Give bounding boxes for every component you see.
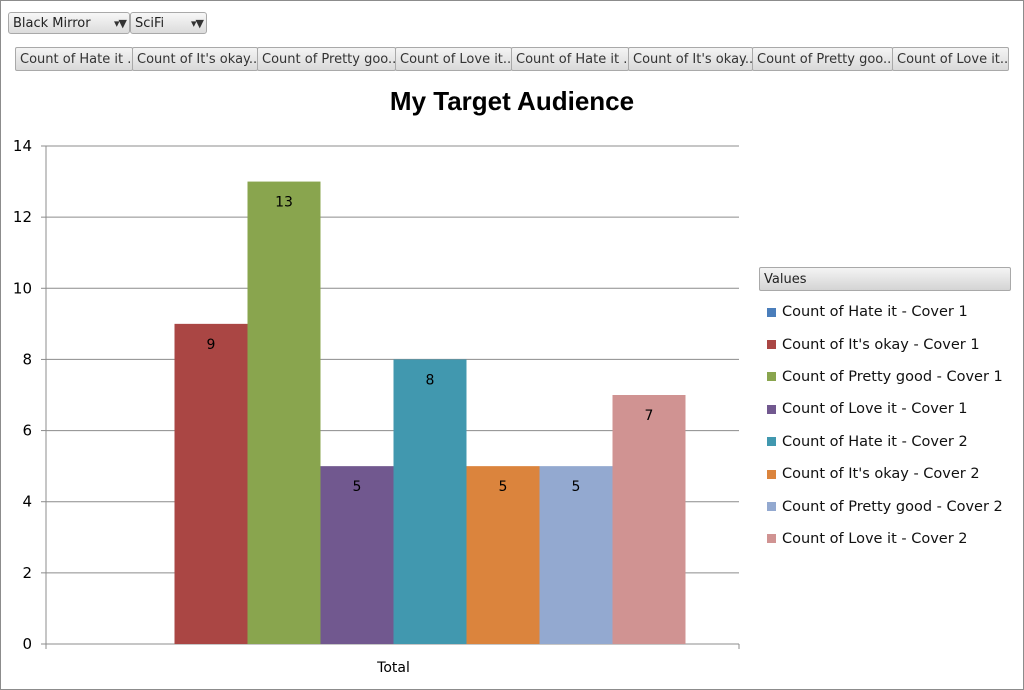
y-tick-label: 14 — [13, 137, 32, 155]
legend-swatch — [767, 534, 776, 544]
legend-entry: Count of Hate it - Cover 1 — [767, 296, 1003, 328]
legend-label: Count of It's okay - Cover 2 — [782, 466, 980, 483]
legend-label: Count of Pretty good - Cover 2 — [782, 498, 1003, 515]
legend-label: Count of Hate it - Cover 2 — [782, 433, 968, 450]
x-tick-label: Total — [376, 660, 410, 676]
bar — [174, 323, 248, 644]
y-tick-label: 12 — [13, 208, 32, 226]
filter-scifi[interactable]: SciFi ▾▼ — [130, 12, 207, 34]
legend-entry: Count of Love it - Cover 2 — [767, 523, 1003, 555]
bar — [320, 466, 394, 644]
value-field-button[interactable]: Count of Pretty goo... — [257, 47, 396, 71]
legend-swatch — [767, 340, 776, 350]
legend-swatch — [767, 437, 776, 447]
legend-label: Count of Hate it - Cover 1 — [782, 304, 968, 321]
data-label: 7 — [645, 408, 654, 424]
value-field-button[interactable]: Count of Hate it ... — [511, 47, 629, 71]
legend-entry: Count of Hate it - Cover 2 — [767, 426, 1003, 458]
legend: Count of Hate it - Cover 1 Count of It's … — [767, 296, 1003, 555]
value-field-button[interactable]: Count of Pretty goo... — [752, 47, 893, 71]
legend-entry: Count of Pretty good - Cover 1 — [767, 361, 1003, 393]
y-tick-label: 4 — [22, 493, 32, 511]
legend-label: Count of Love it - Cover 1 — [782, 401, 968, 418]
data-label: 5 — [572, 479, 581, 495]
data-label: 5 — [353, 479, 362, 495]
legend-entry: Count of It's okay - Cover 2 — [767, 458, 1003, 490]
legend-swatch — [767, 469, 776, 479]
bar — [612, 395, 686, 644]
legend-swatch — [767, 502, 776, 512]
filter-label: SciFi — [135, 16, 165, 31]
y-tick-label: 8 — [22, 350, 32, 368]
bar — [393, 359, 467, 644]
bar — [466, 466, 540, 644]
y-tick-label: 0 — [22, 635, 32, 653]
y-tick-label: 6 — [22, 422, 32, 440]
bar — [539, 466, 613, 644]
legend-swatch — [767, 372, 776, 382]
filter-label: Black Mirror — [13, 16, 91, 31]
chart-title: My Target Audience — [389, 86, 635, 116]
legend-header[interactable]: Values — [759, 267, 1011, 291]
value-field-button[interactable]: Count of It's okay... — [132, 47, 258, 71]
value-field-button[interactable]: Count of Love it... — [395, 47, 512, 71]
legend-entry: Count of Pretty good - Cover 2 — [767, 490, 1003, 522]
legend-entry: Count of Love it - Cover 1 — [767, 393, 1003, 425]
y-tick-label: 2 — [22, 564, 32, 582]
legend-swatch — [767, 404, 776, 414]
data-label: 13 — [275, 195, 293, 211]
value-field-button[interactable]: Count of It's okay... — [628, 47, 753, 71]
legend-label: Count of It's okay - Cover 1 — [782, 336, 980, 353]
legend-label: Count of Love it - Cover 2 — [782, 530, 968, 547]
filter-dropdown-icon: ▾▼ — [114, 17, 127, 30]
filter-dropdown-icon: ▾▼ — [191, 17, 204, 30]
data-label: 9 — [207, 337, 216, 353]
legend-label: Count of Pretty good - Cover 1 — [782, 368, 1003, 385]
filter-black-mirror[interactable]: Black Mirror ▾▼ — [8, 12, 130, 34]
legend-swatch — [767, 307, 776, 317]
y-tick-label: 10 — [13, 279, 32, 297]
data-label: 8 — [426, 372, 435, 388]
data-label: 5 — [499, 479, 508, 495]
value-field-button[interactable]: Count of Love it... — [892, 47, 1009, 71]
legend-entry: Count of It's okay - Cover 1 — [767, 328, 1003, 360]
bar — [247, 181, 321, 645]
